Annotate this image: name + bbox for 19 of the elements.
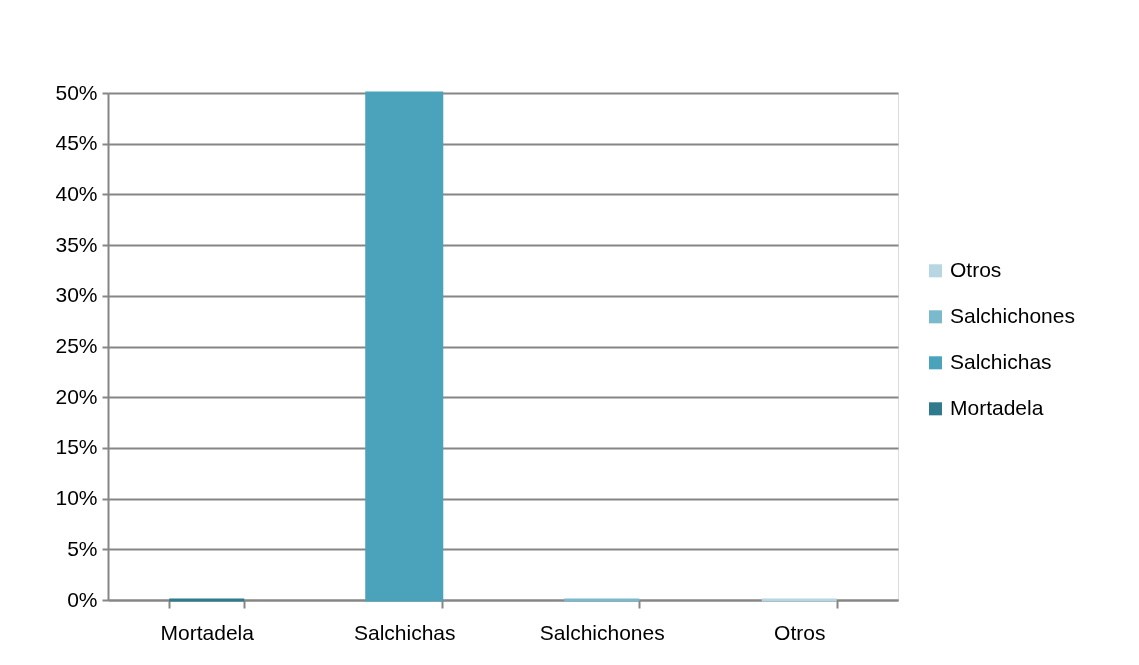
y-tick-label: 30% (55, 283, 98, 307)
y-tick-label: 20% (55, 384, 98, 408)
y-tick-label: 45% (55, 131, 98, 155)
legend-label: Otros (950, 257, 1002, 281)
legend-label: Salchichones (950, 303, 1075, 327)
y-tick-label: 35% (55, 232, 98, 256)
x-tick-label: Salchichas (353, 620, 456, 644)
y-tick-label: 10% (55, 486, 98, 510)
x-tick-label: Salchichones (539, 620, 665, 644)
y-tick-label: 25% (55, 334, 98, 357)
y-tick-label: 40% (55, 181, 98, 205)
x-tick-label: Otros (774, 620, 826, 644)
y-tick-label: 50% (55, 80, 98, 104)
y-tick-label: 5% (67, 536, 98, 560)
legend-label: Salchichas (950, 349, 1052, 373)
legend-label: Mortadela (950, 395, 1044, 419)
y-tick-label: 0% (67, 587, 98, 611)
x-tick-label: Mortadela (160, 620, 255, 644)
y-tick-label: 15% (55, 435, 98, 459)
